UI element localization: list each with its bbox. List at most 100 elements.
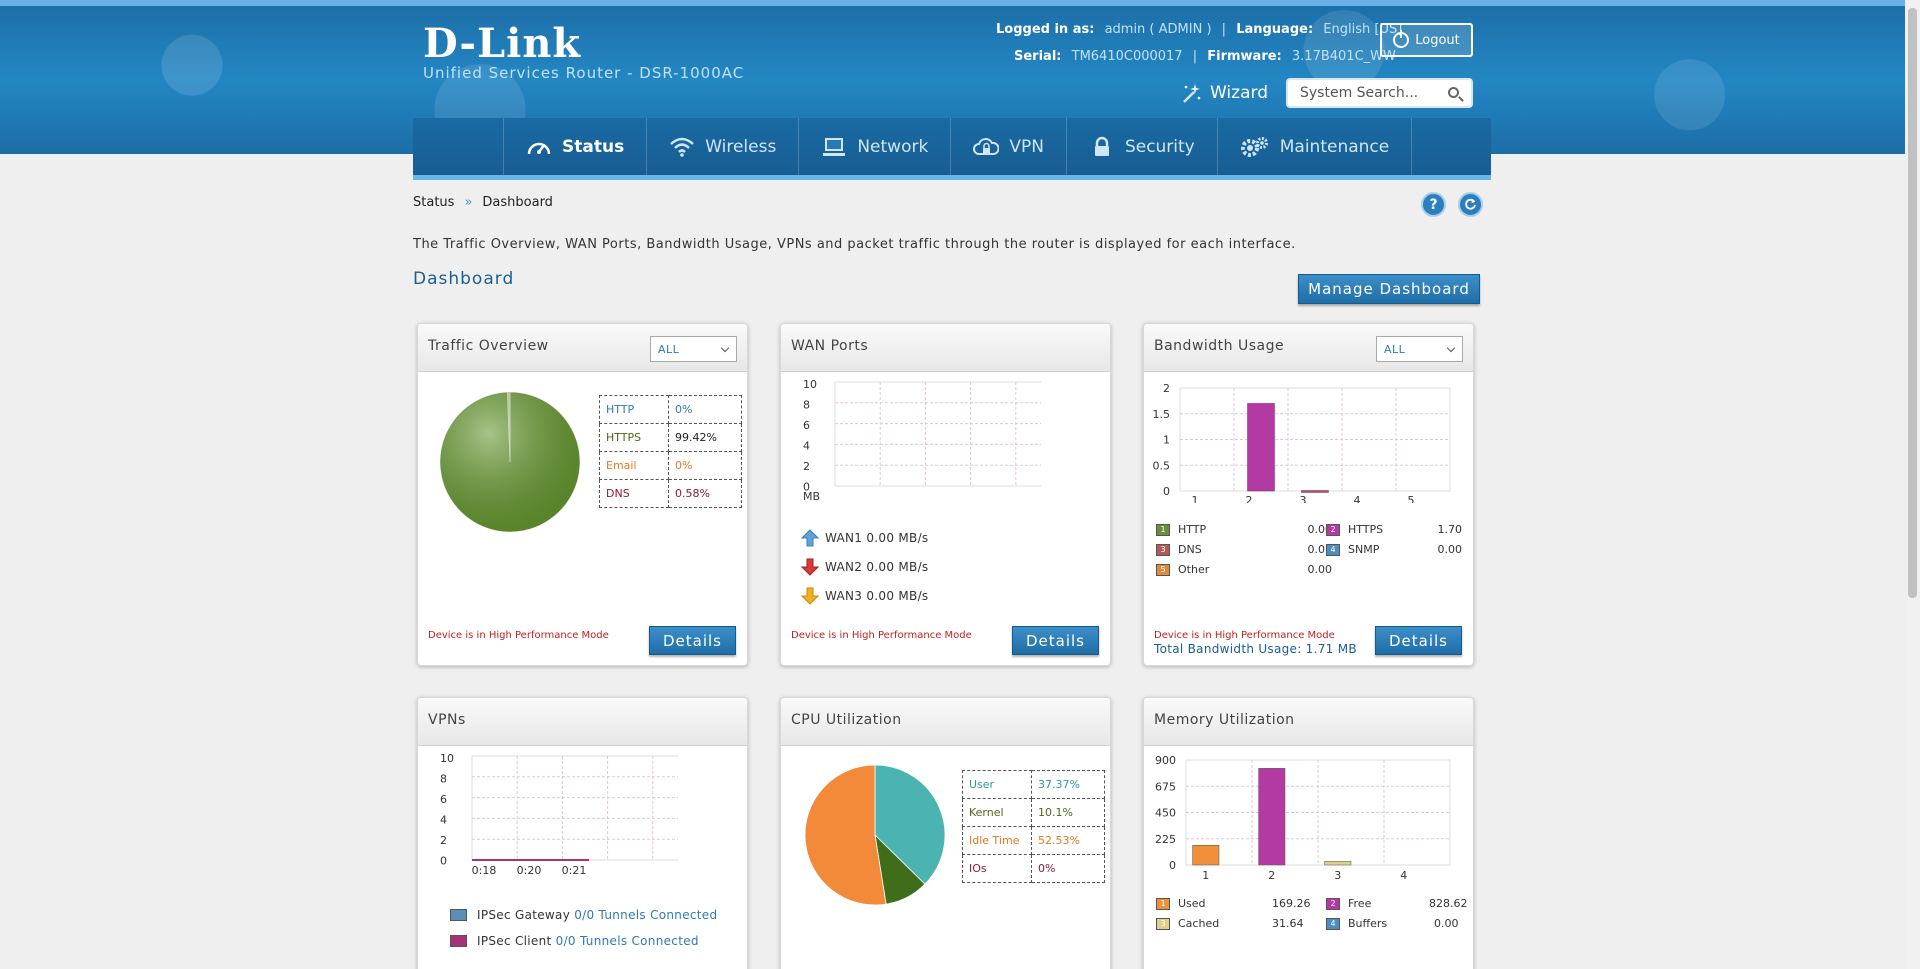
mem-legend-used: 1 Used [1156, 897, 1206, 910]
nav-item-security[interactable]: Security [1065, 118, 1217, 175]
serial-value: TM6410C000017 [1071, 49, 1183, 64]
y-tick-label: 4 [440, 814, 447, 827]
nav-item-vpn[interactable]: VPN [950, 118, 1066, 175]
bar-1 [1192, 845, 1220, 866]
legend-swatch: 2 [1326, 897, 1340, 910]
bandwidth-usage-title: Bandwidth Usage [1154, 338, 1285, 354]
wan3-label: WAN3 0.00 MB/s [825, 589, 929, 603]
logout-button[interactable]: Logout [1380, 23, 1473, 57]
traffic-overview-title: Traffic Overview [428, 338, 549, 354]
logged-in-value: admin ( ADMIN ) [1104, 22, 1212, 37]
legend-swatch: 5 [1156, 563, 1170, 576]
legend-name: HTTPS [1348, 523, 1384, 536]
wan-ports-panel: WAN Ports 10 8 6 4 2 0 MB WAN1 0.00 MB/s WAN2 … [780, 323, 1111, 666]
wan2-legend: WAN2 0.00 MB/s [801, 558, 928, 576]
nav-item-wireless[interactable]: Wireless [646, 118, 798, 175]
legend-value: 37.37% [1031, 770, 1105, 799]
legend-value: 0/0 Tunnels Connected [555, 934, 699, 948]
nav-item-status[interactable]: Status [503, 118, 646, 175]
x-tick-label: 2 [1268, 869, 1275, 879]
help-button[interactable]: ? [1421, 192, 1446, 217]
legend-swatch: 2 [1326, 523, 1340, 536]
legend-value: 1.70 [1437, 523, 1463, 536]
vpns-title: VPNs [428, 712, 466, 728]
legend-swatch: 4 [1326, 543, 1340, 556]
x-tick-label: 2 [1246, 494, 1253, 503]
legend-value: 169.26 [1272, 897, 1311, 910]
cpu-legend-table: User 37.37% Kernel 10.1% Idle Time 52.53% I… [962, 770, 1105, 883]
gears-icon [1240, 136, 1268, 157]
bw-legend-http: 1 HTTP [1156, 523, 1206, 536]
mem-legend-free-value: 828.62 [1429, 897, 1468, 910]
select-value: ALL [1384, 343, 1406, 356]
bandwidth-usage-panel: Bandwidth Usage ALL 2 1.5 1 0.5 0 1 2 3 4 5 1 HTTP… [1143, 323, 1474, 666]
y-tick-label: 2 [440, 834, 447, 847]
traffic-details-button[interactable]: Details [649, 626, 736, 655]
y-tick-label: 2 [1163, 382, 1170, 395]
manage-dashboard-button[interactable]: Manage Dashboard [1298, 274, 1480, 304]
cpu-utilization-title: CPU Utilization [791, 712, 902, 728]
scrollbar-thumb[interactable] [1908, 8, 1917, 598]
y-tick-label: 1.5 [1153, 408, 1171, 421]
plot-area [471, 755, 678, 861]
x-tick-label: 3 [1300, 494, 1307, 503]
panel-title: CPU Utilization [781, 698, 1110, 746]
wan2-label: WAN2 0.00 MB/s [825, 560, 929, 574]
select-value: ALL [658, 343, 680, 356]
divider: | [1221, 22, 1227, 37]
legend-value: 31.64 [1272, 917, 1304, 930]
y-tick-label: 900 [1155, 754, 1176, 767]
divider: | [1192, 49, 1198, 64]
legend-name: Email [599, 451, 669, 480]
system-search-input[interactable]: System Search... [1286, 78, 1473, 108]
panel-title: Bandwidth Usage ALL [1144, 324, 1473, 372]
y-tick-label: 2 [803, 460, 810, 473]
legend-name: Used [1178, 897, 1206, 910]
bar-2 [1258, 768, 1286, 866]
legend-name: User [962, 770, 1032, 799]
legend-value: 0.58% [668, 479, 742, 508]
y-tick-label: 10 [803, 380, 817, 391]
plot-area [834, 381, 1041, 487]
legend-name: HTTP [599, 395, 669, 424]
magic-wand-icon [1183, 84, 1201, 103]
page-description: The Traffic Overview, WAN Ports, Bandwid… [413, 237, 1296, 252]
x-tick-label: 5 [1408, 494, 1415, 503]
search-icon[interactable] [1448, 87, 1459, 98]
page-scrollbar[interactable] [1905, 0, 1920, 969]
login-info: Logged in as: admin ( ADMIN ) | Language… [996, 22, 1402, 37]
panel-title: WAN Ports [781, 324, 1110, 372]
x-tick-label: 4 [1354, 494, 1361, 503]
bw-legend-dns: 3 DNS [1156, 543, 1202, 556]
bandwidth-details-button[interactable]: Details [1375, 626, 1462, 655]
traffic-filter-select[interactable]: ALL [650, 336, 737, 362]
traffic-pie-chart [440, 392, 580, 532]
nav-item-network[interactable]: Network [798, 118, 950, 175]
bandwidth-filter-select[interactable]: ALL [1376, 336, 1463, 362]
y-tick-label: 8 [440, 773, 447, 786]
y-tick-label: 8 [803, 399, 810, 412]
breadcrumb: Status » Dashboard [413, 195, 553, 210]
legend-name: Cached [1178, 917, 1220, 930]
wizard-button[interactable]: Wizard [1180, 82, 1268, 104]
pie-shading [440, 392, 580, 532]
breadcrumb-section[interactable]: Status [413, 195, 455, 210]
nav-item-maintenance[interactable]: Maintenance [1216, 118, 1413, 175]
wan1-label: WAN1 0.00 MB/s [825, 531, 929, 545]
bw-legend-other: 5 Other [1156, 563, 1209, 576]
lock-icon [1094, 136, 1109, 156]
breadcrumb-page: Dashboard [482, 195, 553, 210]
page-title: Dashboard [413, 269, 515, 289]
y-tick-label: 0 [1163, 485, 1170, 498]
hpm-notice: Device is in High Performance Mode [791, 630, 972, 641]
wan-details-button[interactable]: Details [1012, 626, 1099, 655]
pie-slice-user [874, 764, 946, 885]
legend-name: Other [1178, 563, 1210, 576]
y-unit-label: MB [803, 490, 820, 500]
wan-line-chart: 10 8 6 4 2 0MB [803, 380, 1041, 500]
device-info: Serial: TM6410C000017 | Firmware: 3.17B4… [1014, 49, 1396, 64]
hpm-notice: Device is in High Performance Mode [1154, 630, 1335, 641]
serial-label: Serial: [1014, 49, 1062, 64]
refresh-button[interactable] [1458, 192, 1483, 217]
mem-legend-used-value: 169.26 [1272, 897, 1311, 910]
